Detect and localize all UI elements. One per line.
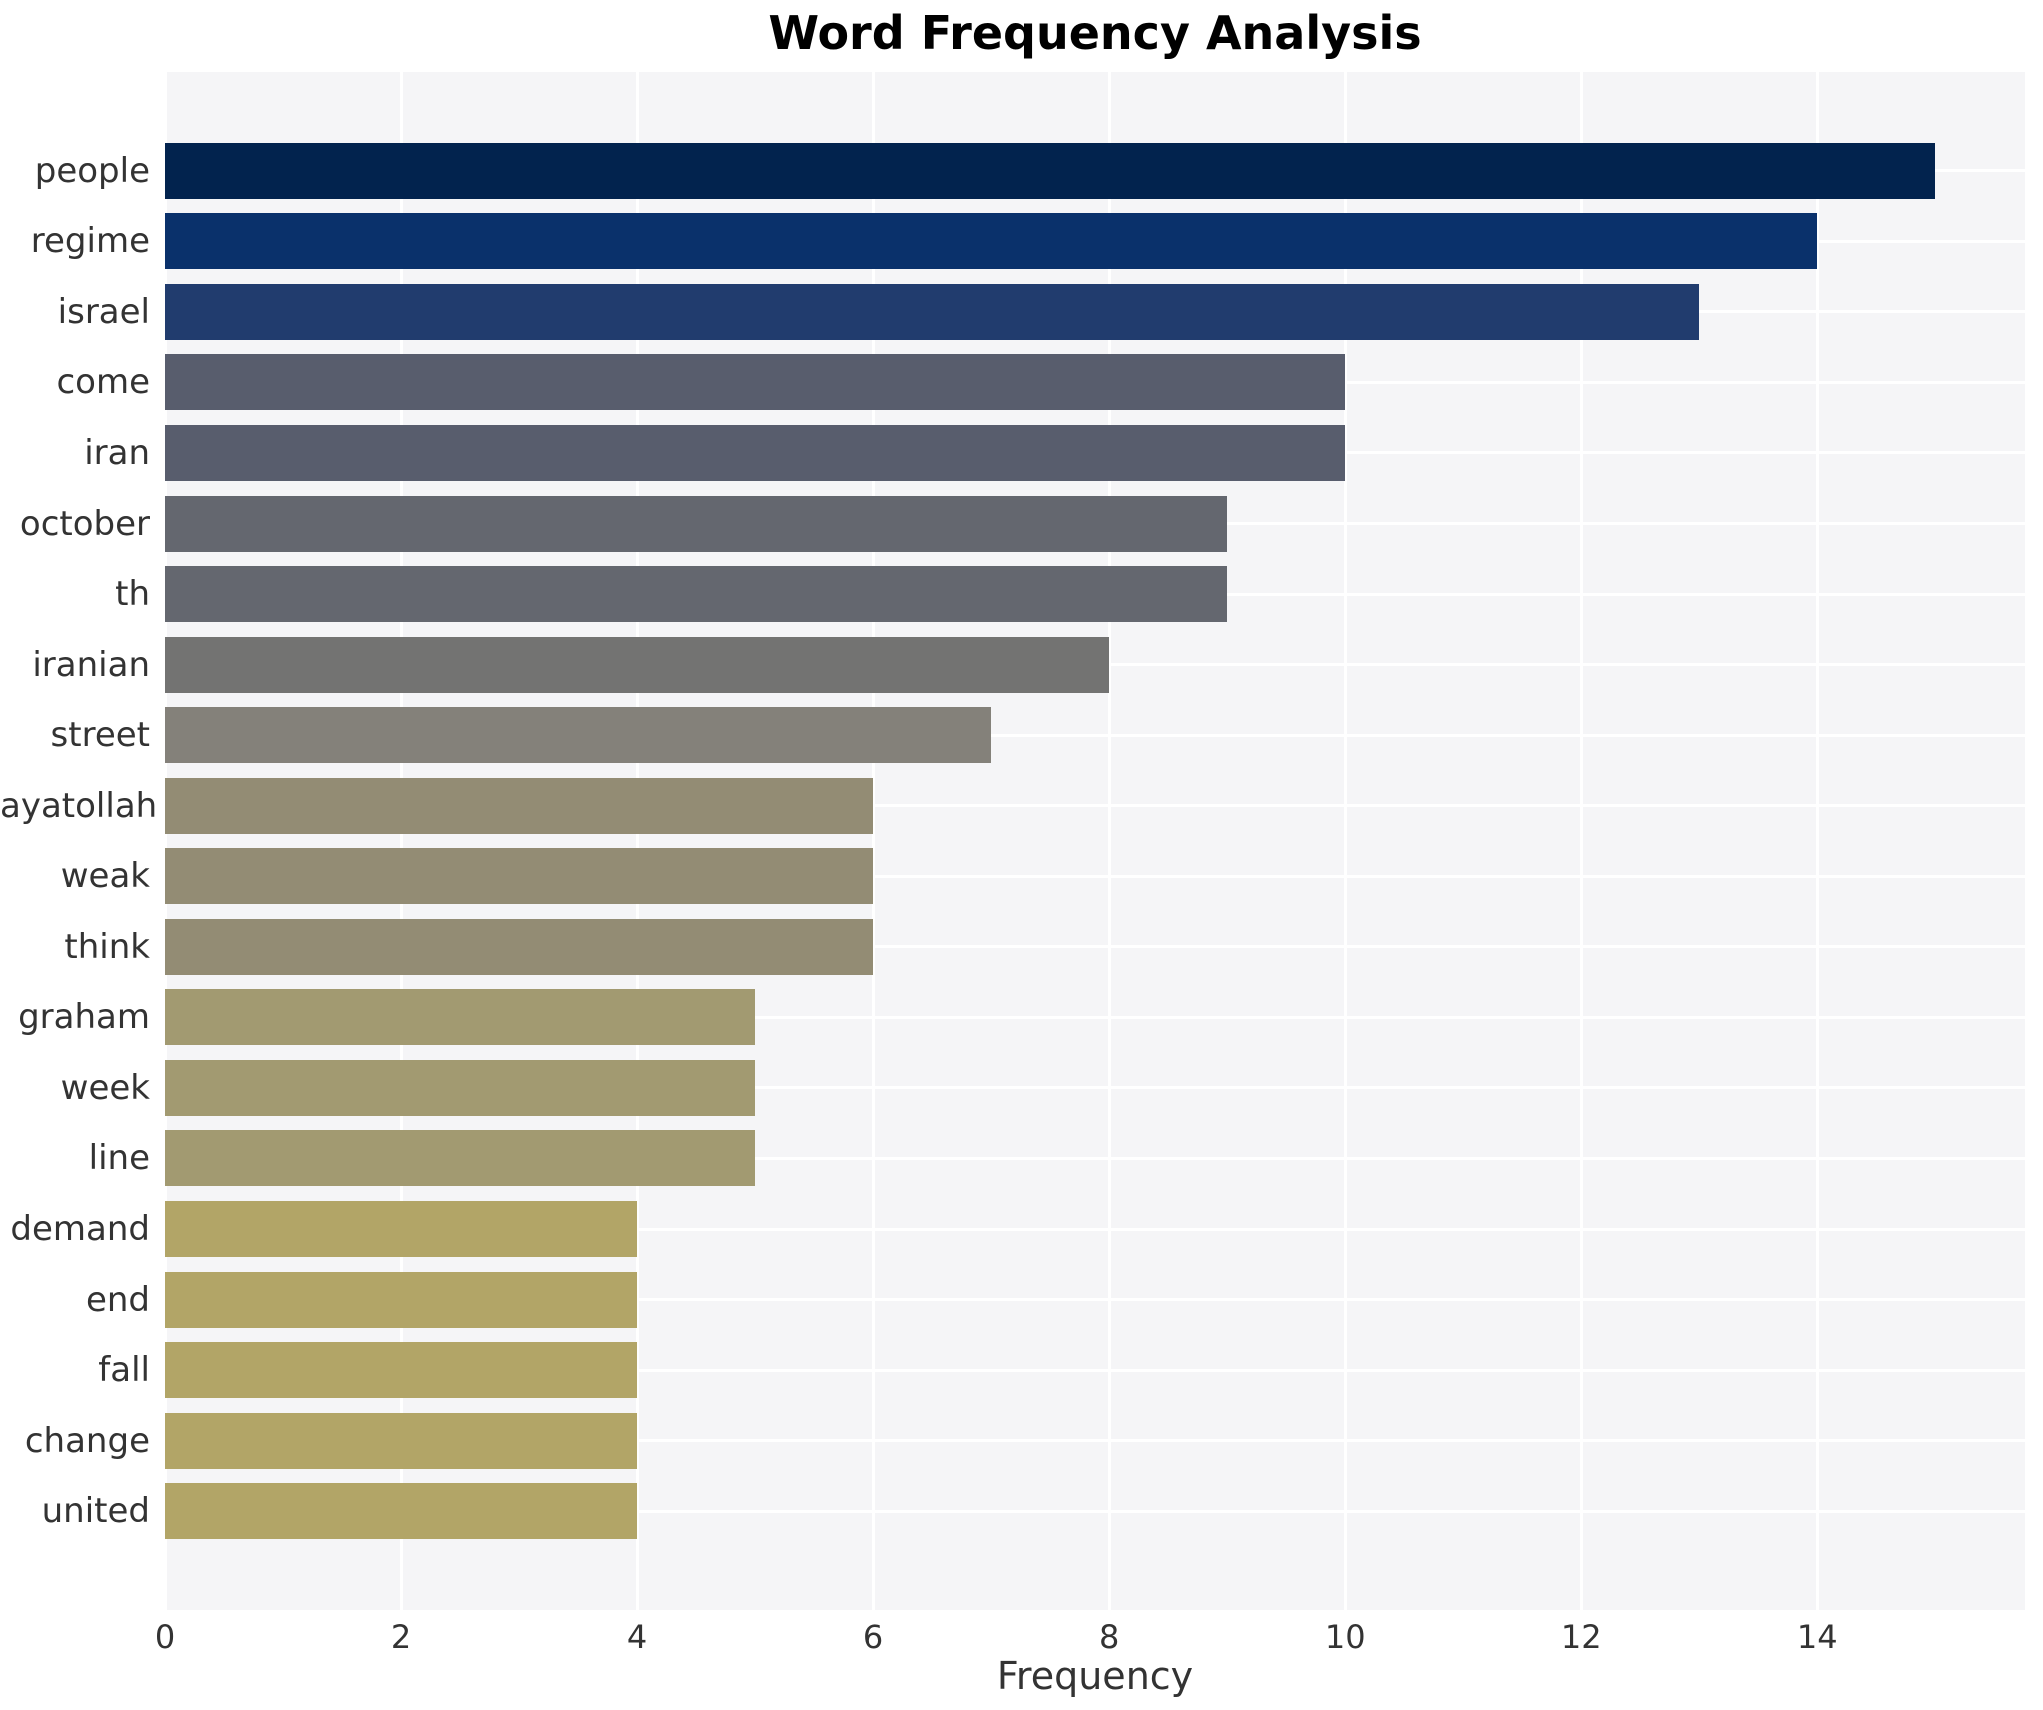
bar — [165, 354, 1346, 411]
bar — [165, 1059, 756, 1116]
bar — [165, 1412, 638, 1469]
gridline-vertical — [165, 72, 167, 1610]
gridline-horizontal — [165, 1015, 2025, 1019]
gridline-vertical — [399, 72, 403, 1610]
bar — [165, 989, 756, 1046]
bar — [165, 777, 874, 834]
gridline-horizontal — [165, 1227, 2025, 1231]
gridline-horizontal — [165, 1439, 2025, 1443]
y-axis-label: graham — [18, 997, 150, 1038]
bar — [165, 1483, 638, 1540]
bar — [165, 636, 1110, 693]
bar — [165, 1342, 638, 1399]
y-axis-label: iranian — [32, 644, 150, 685]
y-axis-label: october — [19, 503, 150, 544]
gridline-horizontal — [165, 733, 2025, 737]
gridline-vertical — [871, 72, 875, 1610]
bar — [165, 1201, 638, 1258]
y-axis-label: israel — [57, 291, 150, 332]
x-axis-tick-label: 12 — [1560, 1618, 1602, 1656]
y-axis-label: united — [41, 1491, 150, 1532]
bar — [165, 918, 874, 975]
y-axis-label: regime — [30, 221, 150, 262]
bar — [165, 566, 1228, 623]
x-axis-tick-label: 6 — [862, 1618, 884, 1656]
y-axis-label: change — [24, 1420, 150, 1461]
x-axis-tick-label: 8 — [1098, 1618, 1120, 1656]
bar — [165, 707, 992, 764]
bar — [165, 213, 1818, 270]
bar — [165, 1271, 638, 1328]
y-axis-label: people — [34, 150, 150, 191]
y-axis-label: line — [88, 1138, 150, 1179]
y-axis-label: end — [85, 1279, 150, 1320]
chart-title: Word Frequency Analysis — [768, 6, 1422, 60]
gridline-horizontal — [165, 1509, 2025, 1513]
gridline-vertical — [1579, 72, 1583, 1610]
y-axis-label: think — [64, 926, 150, 967]
gridline-vertical — [1815, 72, 1819, 1610]
x-axis-tick-label: 10 — [1324, 1618, 1366, 1656]
bar — [165, 142, 1936, 199]
gridline-vertical — [1107, 72, 1111, 1610]
y-axis-label: week — [60, 1067, 150, 1108]
y-axis-label: ayatollah — [0, 785, 158, 826]
bar — [165, 495, 1228, 552]
x-axis-tick-label: 4 — [626, 1618, 648, 1656]
gridline-horizontal — [165, 804, 2025, 808]
y-axis-label: iran — [84, 432, 150, 473]
gridline-horizontal — [165, 1086, 2025, 1090]
gridline-vertical — [1343, 72, 1347, 1610]
x-axis-tick-label: 2 — [390, 1618, 412, 1656]
y-axis-label: th — [115, 574, 150, 615]
bar — [165, 1130, 756, 1187]
bar — [165, 424, 1346, 481]
y-axis-label: street — [50, 715, 150, 756]
gridline-horizontal — [165, 1156, 2025, 1160]
bar — [165, 848, 874, 905]
x-axis-tick-label: 14 — [1796, 1618, 1838, 1656]
y-axis-label: come — [56, 362, 150, 403]
gridline-horizontal — [165, 1298, 2025, 1302]
gridline-horizontal — [165, 945, 2025, 949]
bar — [165, 283, 1700, 340]
gridline-horizontal — [165, 874, 2025, 878]
gridline-vertical — [635, 72, 639, 1610]
y-axis-label: demand — [10, 1209, 150, 1250]
gridline-horizontal — [165, 1368, 2025, 1372]
plot-area — [165, 72, 2025, 1610]
x-axis-tick-label: 0 — [154, 1618, 176, 1656]
y-axis-label: weak — [60, 856, 150, 897]
x-axis-title: Frequency — [996, 1654, 1194, 1698]
y-axis-label: fall — [98, 1350, 150, 1391]
